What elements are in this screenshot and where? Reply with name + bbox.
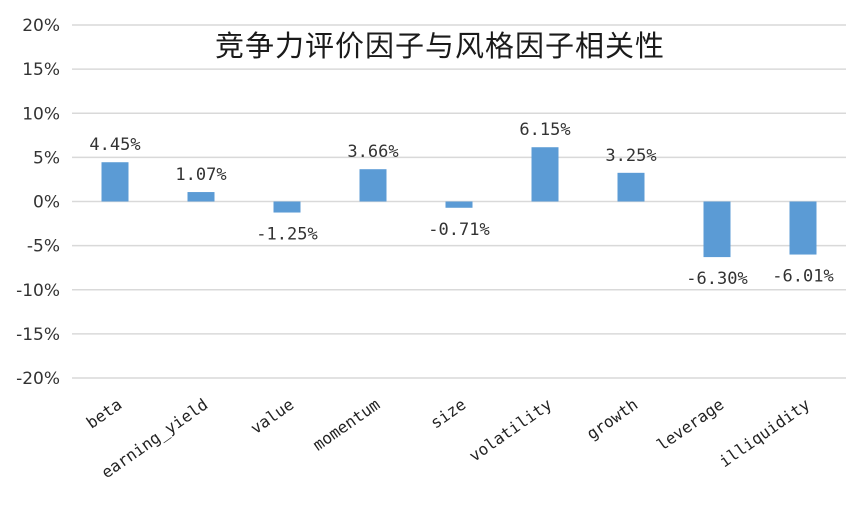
bar-beta [101,162,129,202]
x-category-label: beta [83,395,125,433]
x-category-label: momentum [309,395,383,455]
bar-illiquidity [789,201,817,255]
bar-value [273,201,301,213]
chart-title: 竞争力评价因子与风格因子相关性 [215,29,665,63]
data-label-illiquidity: -6.01% [772,267,833,287]
y-tick-label: -5% [27,237,60,257]
bar-growth [617,172,645,202]
y-axis-ticks: 20% 15% 10% 5% 0% -5% -10% -15% -20% [16,16,60,389]
y-tick-label: -20% [16,369,60,389]
data-label-value: -1.25% [256,225,317,245]
bar-momentum [359,169,387,202]
data-label-volatility: 6.15% [519,120,570,140]
y-tick-label: 15% [22,60,60,80]
y-tick-label: 5% [33,148,60,168]
bars [101,147,817,258]
y-tick-label: 10% [22,104,60,124]
bar-volatility [531,147,559,202]
bar-earning_yield [187,192,215,202]
bar-leverage [703,201,731,258]
x-category-label: illiquidity [716,395,814,472]
data-label-beta: 4.45% [89,135,140,155]
x-category-label: value [247,395,297,438]
data-label-growth: 3.25% [605,146,656,166]
x-category-label: growth [583,395,641,444]
data-label-leverage: -6.30% [686,269,747,289]
y-tick-label: 20% [22,16,60,36]
data-label-momentum: 3.66% [347,142,398,162]
y-tick-label: -15% [16,325,60,345]
x-category-label: volatility [465,395,555,466]
y-tick-label: 0% [33,193,60,213]
data-labels: 4.45% 1.07% -1.25% 3.66% -0.71% 6.15% 3.25% -6.… [89,120,833,289]
bar-size [445,201,473,208]
x-category-label: leverage [653,395,727,455]
data-label-size: -0.71% [428,220,489,240]
y-tick-label: -10% [16,281,60,301]
x-category-label: size [427,395,469,433]
data-label-earning_yield: 1.07% [175,165,226,185]
